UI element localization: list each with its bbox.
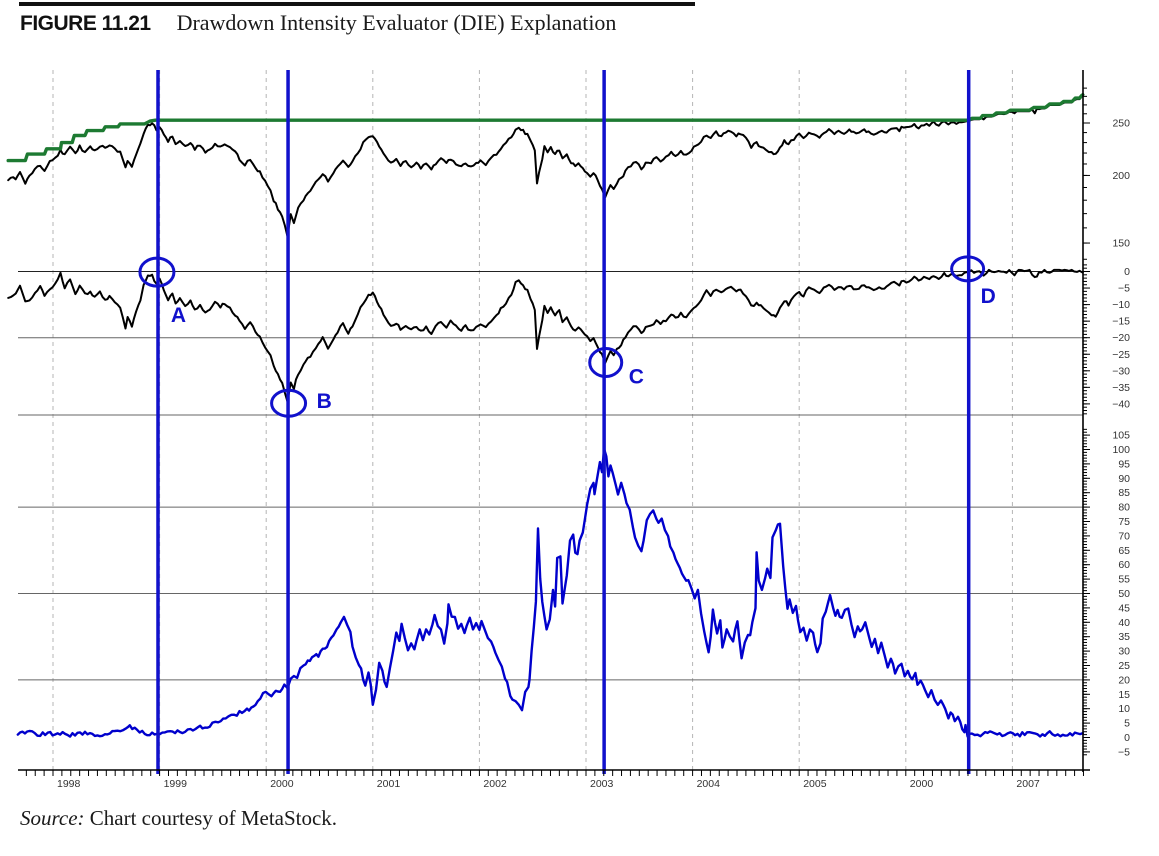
drawdown-tick-label--10: −10 — [1112, 299, 1130, 311]
die-tick-label-45: 45 — [1118, 602, 1130, 614]
drawdown-tick-label-0: 0 — [1124, 266, 1130, 278]
die-tick-label-35: 35 — [1118, 631, 1130, 643]
drawdown-tick-label--5: −5 — [1118, 283, 1130, 295]
equity-tick-label-250: 250 — [1112, 118, 1130, 130]
x-tick-label-2001: 2001 — [377, 778, 401, 790]
figure-caption: FIGURE 11.21 Drawdown Intensity Evaluato… — [20, 10, 616, 36]
equity-tick-label-200: 200 — [1112, 170, 1130, 182]
die-tick-label-15: 15 — [1118, 689, 1130, 701]
annotation-label-B: B — [317, 390, 332, 413]
die-tick-label-0: 0 — [1124, 732, 1130, 744]
x-tick-label-1998: 1998 — [57, 778, 81, 790]
die-tick-label--5: −5 — [1118, 746, 1130, 758]
axis-layer: 1998 1999 2000 2001 2002 2003 2004 2005 2000 2007… — [18, 70, 1130, 790]
x-tick-label-2004: 2004 — [697, 778, 721, 790]
die-tick-label-5: 5 — [1124, 718, 1130, 730]
circle-A — [138, 256, 176, 288]
die-tick-label-100: 100 — [1112, 444, 1130, 456]
drawdown-tick-label--25: −25 — [1112, 349, 1130, 361]
x-tick-label-2005: 2005 — [803, 778, 827, 790]
die-tick-label-50: 50 — [1118, 588, 1130, 600]
x-tick-label-2006: 2000 — [910, 778, 934, 790]
die-tick-label-55: 55 — [1118, 574, 1130, 586]
equity-tick-label-150: 150 — [1112, 238, 1130, 250]
source-line: Source: Chart courtesy of MetaStock. — [20, 806, 337, 831]
x-tick-label-2007: 2007 — [1016, 778, 1040, 790]
figure-label: FIGURE 11.21 — [20, 12, 151, 35]
circle-B — [270, 388, 308, 418]
drawdown-tick-label--35: −35 — [1112, 382, 1130, 394]
equity-curve-line — [7, 94, 1084, 238]
die-tick-label-10: 10 — [1118, 703, 1130, 715]
event-layer: A B C D — [138, 70, 996, 774]
annotation-label-A: A — [171, 304, 186, 327]
die-tick-label-90: 90 — [1118, 473, 1130, 485]
die-tick-label-70: 70 — [1118, 530, 1130, 542]
drawdown-tick-label--15: −15 — [1112, 316, 1130, 328]
drawdown-tick-label--20: −20 — [1112, 332, 1130, 344]
die-tick-label-80: 80 — [1118, 502, 1130, 514]
x-tick-label-2000: 2000 — [270, 778, 294, 790]
die-tick-label-75: 75 — [1118, 516, 1130, 528]
x-tick-label-2002: 2002 — [483, 778, 507, 790]
equity-high-line — [6, 93, 1085, 163]
die-tick-label-65: 65 — [1118, 545, 1130, 557]
x-tick-label-2003: 2003 — [590, 778, 614, 790]
die-tick-label-95: 95 — [1118, 458, 1130, 470]
annotation-label-D: D — [981, 285, 996, 308]
figure-title: Drawdown Intensity Evaluator (DIE) Expla… — [176, 10, 617, 35]
die-tick-label-30: 30 — [1118, 646, 1130, 658]
die-tick-label-85: 85 — [1118, 487, 1130, 499]
circle-C — [588, 347, 624, 379]
source-text: Chart courtesy of MetaStock. — [84, 806, 338, 830]
die-tick-label-60: 60 — [1118, 559, 1130, 571]
die-tick-label-40: 40 — [1118, 617, 1130, 629]
drawdown-tick-label--40: −40 — [1112, 398, 1130, 410]
caption-rule — [19, 2, 695, 6]
source-prefix: Source: — [20, 806, 85, 830]
annotation-label-C: C — [629, 366, 644, 389]
die-tick-label-20: 20 — [1118, 674, 1130, 686]
drawdown-tick-label--30: −30 — [1112, 365, 1130, 377]
die-tick-label-25: 25 — [1118, 660, 1130, 672]
die-tick-label-105: 105 — [1112, 430, 1130, 442]
die-line — [16, 447, 1084, 738]
grid-layer — [18, 70, 1083, 770]
drawdown-line — [7, 268, 1084, 403]
series-layer — [6, 93, 1085, 738]
x-tick-label-1999: 1999 — [164, 778, 188, 790]
circle-D — [950, 255, 986, 283]
